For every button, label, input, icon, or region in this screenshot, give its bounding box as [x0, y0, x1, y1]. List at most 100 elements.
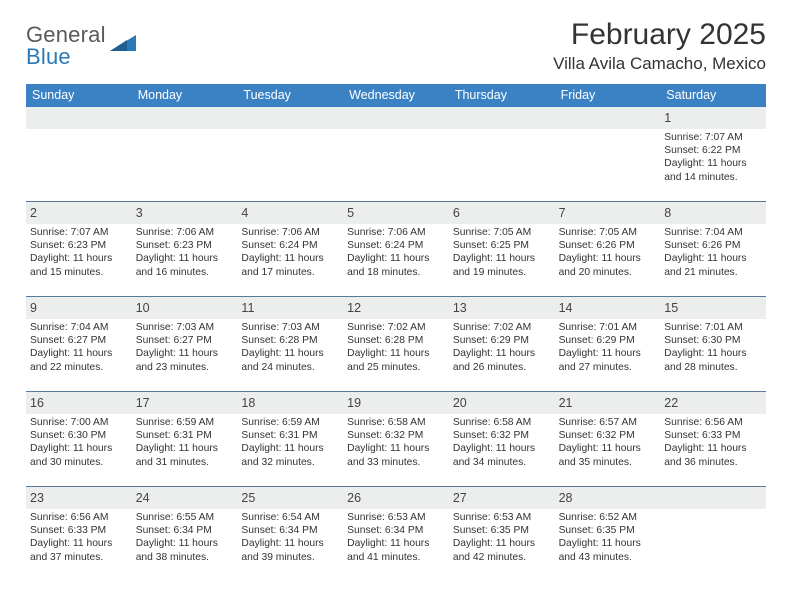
sunset: Sunset: 6:28 PM — [241, 334, 339, 347]
logo: General Blue — [26, 18, 140, 74]
week-number-row: 2345678 — [26, 201, 766, 224]
daylight: Daylight: 11 hours and 24 minutes. — [241, 347, 339, 373]
day-number-cell: 12 — [343, 297, 449, 319]
day-number: 10 — [136, 301, 150, 315]
day-number-cell: 15 — [660, 297, 766, 319]
sunrise: Sunrise: 7:06 AM — [241, 226, 339, 239]
day-number: 26 — [347, 491, 361, 505]
day-number-cell: 17 — [132, 392, 238, 414]
day-data-cell: Sunrise: 7:02 AMSunset: 6:28 PMDaylight:… — [343, 319, 449, 391]
day-data-cell: Sunrise: 6:56 AMSunset: 6:33 PMDaylight:… — [660, 414, 766, 486]
day-data-cell: Sunrise: 7:00 AMSunset: 6:30 PMDaylight:… — [26, 414, 132, 486]
month-title: February 2025 — [553, 18, 766, 52]
sunset: Sunset: 6:29 PM — [559, 334, 657, 347]
day-data: Sunrise: 7:02 AMSunset: 6:28 PMDaylight:… — [347, 321, 445, 374]
day-data-cell: Sunrise: 7:07 AMSunset: 6:22 PMDaylight:… — [660, 129, 766, 201]
day-number: 24 — [136, 491, 150, 505]
day-number-cell: 4 — [237, 202, 343, 224]
day-data-cell: Sunrise: 6:58 AMSunset: 6:32 PMDaylight:… — [449, 414, 555, 486]
day-number-cell: 16 — [26, 392, 132, 414]
day-number: 21 — [559, 396, 573, 410]
sunrise: Sunrise: 7:00 AM — [30, 416, 128, 429]
day-number-cell: 5 — [343, 202, 449, 224]
day-number: 17 — [136, 396, 150, 410]
day-number: 9 — [30, 301, 37, 315]
day-data-cell: Sunrise: 7:01 AMSunset: 6:29 PMDaylight:… — [555, 319, 661, 391]
day-number-cell: 26 — [343, 487, 449, 509]
day-data-cell: Sunrise: 7:03 AMSunset: 6:28 PMDaylight:… — [237, 319, 343, 391]
day-data-cell: Sunrise: 6:52 AMSunset: 6:35 PMDaylight:… — [555, 509, 661, 581]
day-data-cell: Sunrise: 6:55 AMSunset: 6:34 PMDaylight:… — [132, 509, 238, 581]
day-number: 12 — [347, 301, 361, 315]
logo-triangle-icon — [110, 33, 140, 60]
day-data-cell: Sunrise: 7:06 AMSunset: 6:23 PMDaylight:… — [132, 224, 238, 296]
day-number: 14 — [559, 301, 573, 315]
sunrise: Sunrise: 6:59 AM — [136, 416, 234, 429]
weekday-mon: Monday — [132, 84, 238, 107]
sunrise: Sunrise: 6:56 AM — [30, 511, 128, 524]
sunrise: Sunrise: 7:02 AM — [453, 321, 551, 334]
daylight: Daylight: 11 hours and 21 minutes. — [664, 252, 762, 278]
day-number: 23 — [30, 491, 44, 505]
day-number: 20 — [453, 396, 467, 410]
day-data: Sunrise: 7:04 AMSunset: 6:27 PMDaylight:… — [30, 321, 128, 374]
day-number-cell: 7 — [555, 202, 661, 224]
sunset: Sunset: 6:34 PM — [347, 524, 445, 537]
day-number: 19 — [347, 396, 361, 410]
sunset: Sunset: 6:27 PM — [30, 334, 128, 347]
day-data-cell: Sunrise: 7:07 AMSunset: 6:23 PMDaylight:… — [26, 224, 132, 296]
week-number-row: 1 — [26, 107, 766, 129]
sunrise: Sunrise: 6:52 AM — [559, 511, 657, 524]
sunrise: Sunrise: 6:57 AM — [559, 416, 657, 429]
weekday-fri: Friday — [555, 84, 661, 107]
sunset: Sunset: 6:23 PM — [136, 239, 234, 252]
day-data-cell: Sunrise: 6:58 AMSunset: 6:32 PMDaylight:… — [343, 414, 449, 486]
sunset: Sunset: 6:32 PM — [347, 429, 445, 442]
sunset: Sunset: 6:34 PM — [136, 524, 234, 537]
day-data-cell — [555, 129, 661, 201]
weekday-thu: Thursday — [449, 84, 555, 107]
day-number-cell — [237, 107, 343, 129]
day-number-cell: 20 — [449, 392, 555, 414]
sunset: Sunset: 6:29 PM — [453, 334, 551, 347]
day-data: Sunrise: 6:54 AMSunset: 6:34 PMDaylight:… — [241, 511, 339, 564]
sunrise: Sunrise: 7:04 AM — [664, 226, 762, 239]
day-data: Sunrise: 6:52 AMSunset: 6:35 PMDaylight:… — [559, 511, 657, 564]
daylight: Daylight: 11 hours and 15 minutes. — [30, 252, 128, 278]
sunset: Sunset: 6:32 PM — [559, 429, 657, 442]
day-data: Sunrise: 7:06 AMSunset: 6:24 PMDaylight:… — [347, 226, 445, 279]
sunset: Sunset: 6:25 PM — [453, 239, 551, 252]
daylight: Daylight: 11 hours and 22 minutes. — [30, 347, 128, 373]
day-number: 18 — [241, 396, 255, 410]
day-number: 25 — [241, 491, 255, 505]
weekday-header: Sunday Monday Tuesday Wednesday Thursday… — [26, 84, 766, 107]
daylight: Daylight: 11 hours and 38 minutes. — [136, 537, 234, 563]
day-data-cell — [132, 129, 238, 201]
day-data: Sunrise: 6:53 AMSunset: 6:34 PMDaylight:… — [347, 511, 445, 564]
daylight: Daylight: 11 hours and 39 minutes. — [241, 537, 339, 563]
sunrise: Sunrise: 7:03 AM — [241, 321, 339, 334]
sunrise: Sunrise: 6:58 AM — [347, 416, 445, 429]
day-number: 6 — [453, 206, 460, 220]
day-data-cell: Sunrise: 6:53 AMSunset: 6:35 PMDaylight:… — [449, 509, 555, 581]
daylight: Daylight: 11 hours and 26 minutes. — [453, 347, 551, 373]
day-data-cell: Sunrise: 7:05 AMSunset: 6:26 PMDaylight:… — [555, 224, 661, 296]
weekday-sat: Saturday — [660, 84, 766, 107]
day-data-cell — [343, 129, 449, 201]
daylight: Daylight: 11 hours and 27 minutes. — [559, 347, 657, 373]
day-data: Sunrise: 7:07 AMSunset: 6:22 PMDaylight:… — [664, 131, 762, 184]
day-number-cell: 14 — [555, 297, 661, 319]
day-data: Sunrise: 7:01 AMSunset: 6:30 PMDaylight:… — [664, 321, 762, 374]
header: General Blue February 2025 Villa Avila C… — [26, 18, 766, 74]
day-data-cell — [26, 129, 132, 201]
day-data-cell: Sunrise: 6:57 AMSunset: 6:32 PMDaylight:… — [555, 414, 661, 486]
day-number-cell — [449, 107, 555, 129]
day-data: Sunrise: 7:07 AMSunset: 6:23 PMDaylight:… — [30, 226, 128, 279]
day-number: 5 — [347, 206, 354, 220]
sunset: Sunset: 6:31 PM — [136, 429, 234, 442]
calendar-grid: 1Sunrise: 7:07 AMSunset: 6:22 PMDaylight… — [26, 107, 766, 581]
week-number-row: 232425262728 — [26, 486, 766, 509]
sunset: Sunset: 6:28 PM — [347, 334, 445, 347]
sunset: Sunset: 6:33 PM — [30, 524, 128, 537]
day-number: 27 — [453, 491, 467, 505]
